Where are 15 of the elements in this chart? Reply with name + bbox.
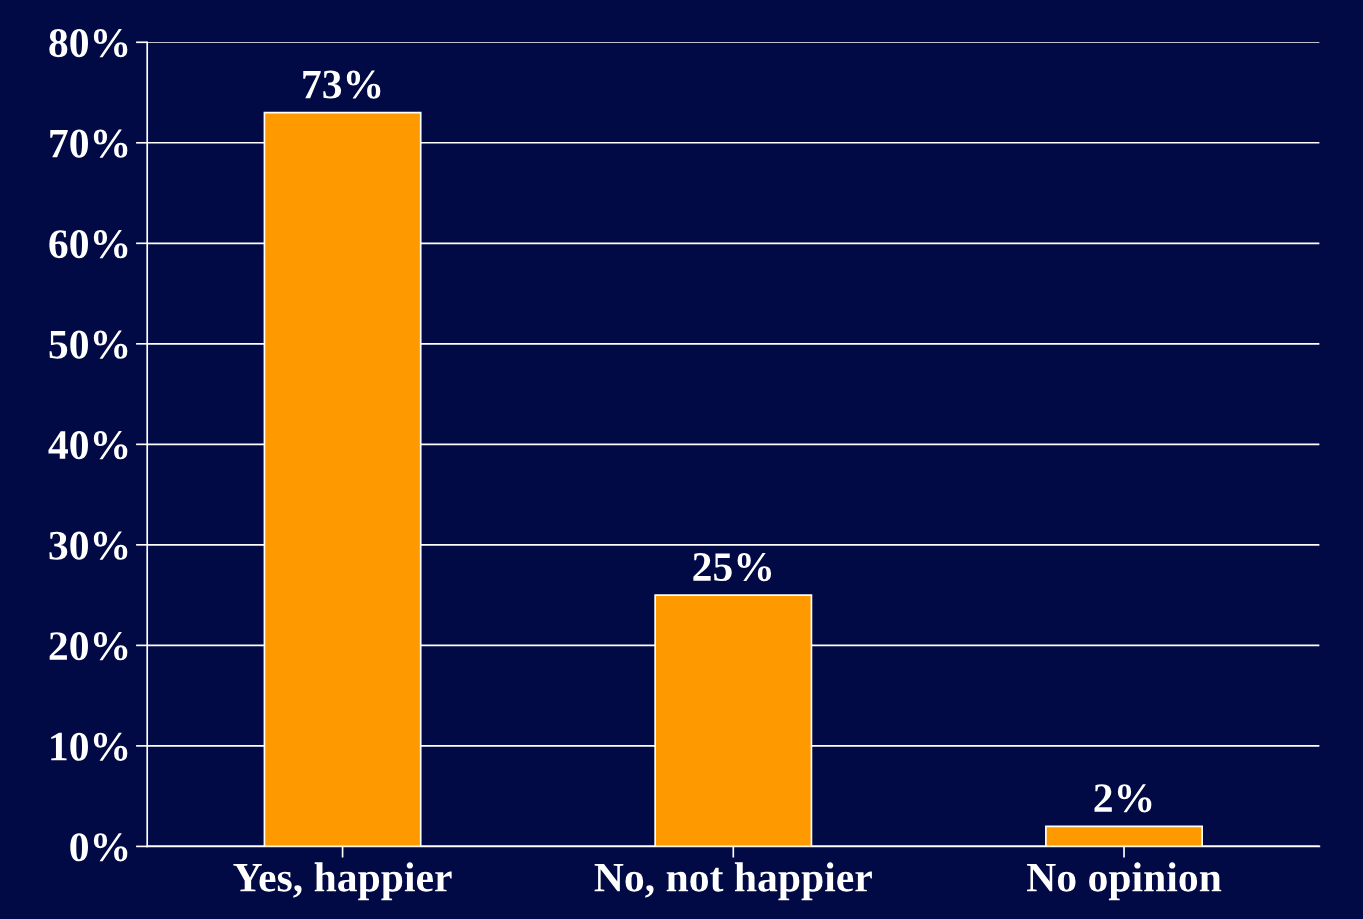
x-tick-label: Yes, happier [233, 862, 452, 901]
y-tick-label: 0% [70, 833, 128, 862]
y-tick-label: 20% [49, 632, 128, 661]
y-tick-label: 60% [49, 230, 128, 259]
y-tick-label: 30% [49, 531, 128, 560]
y-tick-label: 80% [49, 29, 128, 58]
y-tick-label: 40% [48, 431, 128, 460]
y-tick-label: 70% [50, 129, 128, 158]
data-label: 73% [303, 70, 381, 99]
x-tick-label: No, not happier [594, 862, 872, 901]
x-tick-label: No opinion [1026, 862, 1222, 901]
data-label: 2% [1094, 784, 1152, 813]
y-tick-label: 50% [49, 330, 128, 359]
y-tick-label: 10% [51, 732, 128, 761]
data-label: 25% [693, 552, 772, 582]
